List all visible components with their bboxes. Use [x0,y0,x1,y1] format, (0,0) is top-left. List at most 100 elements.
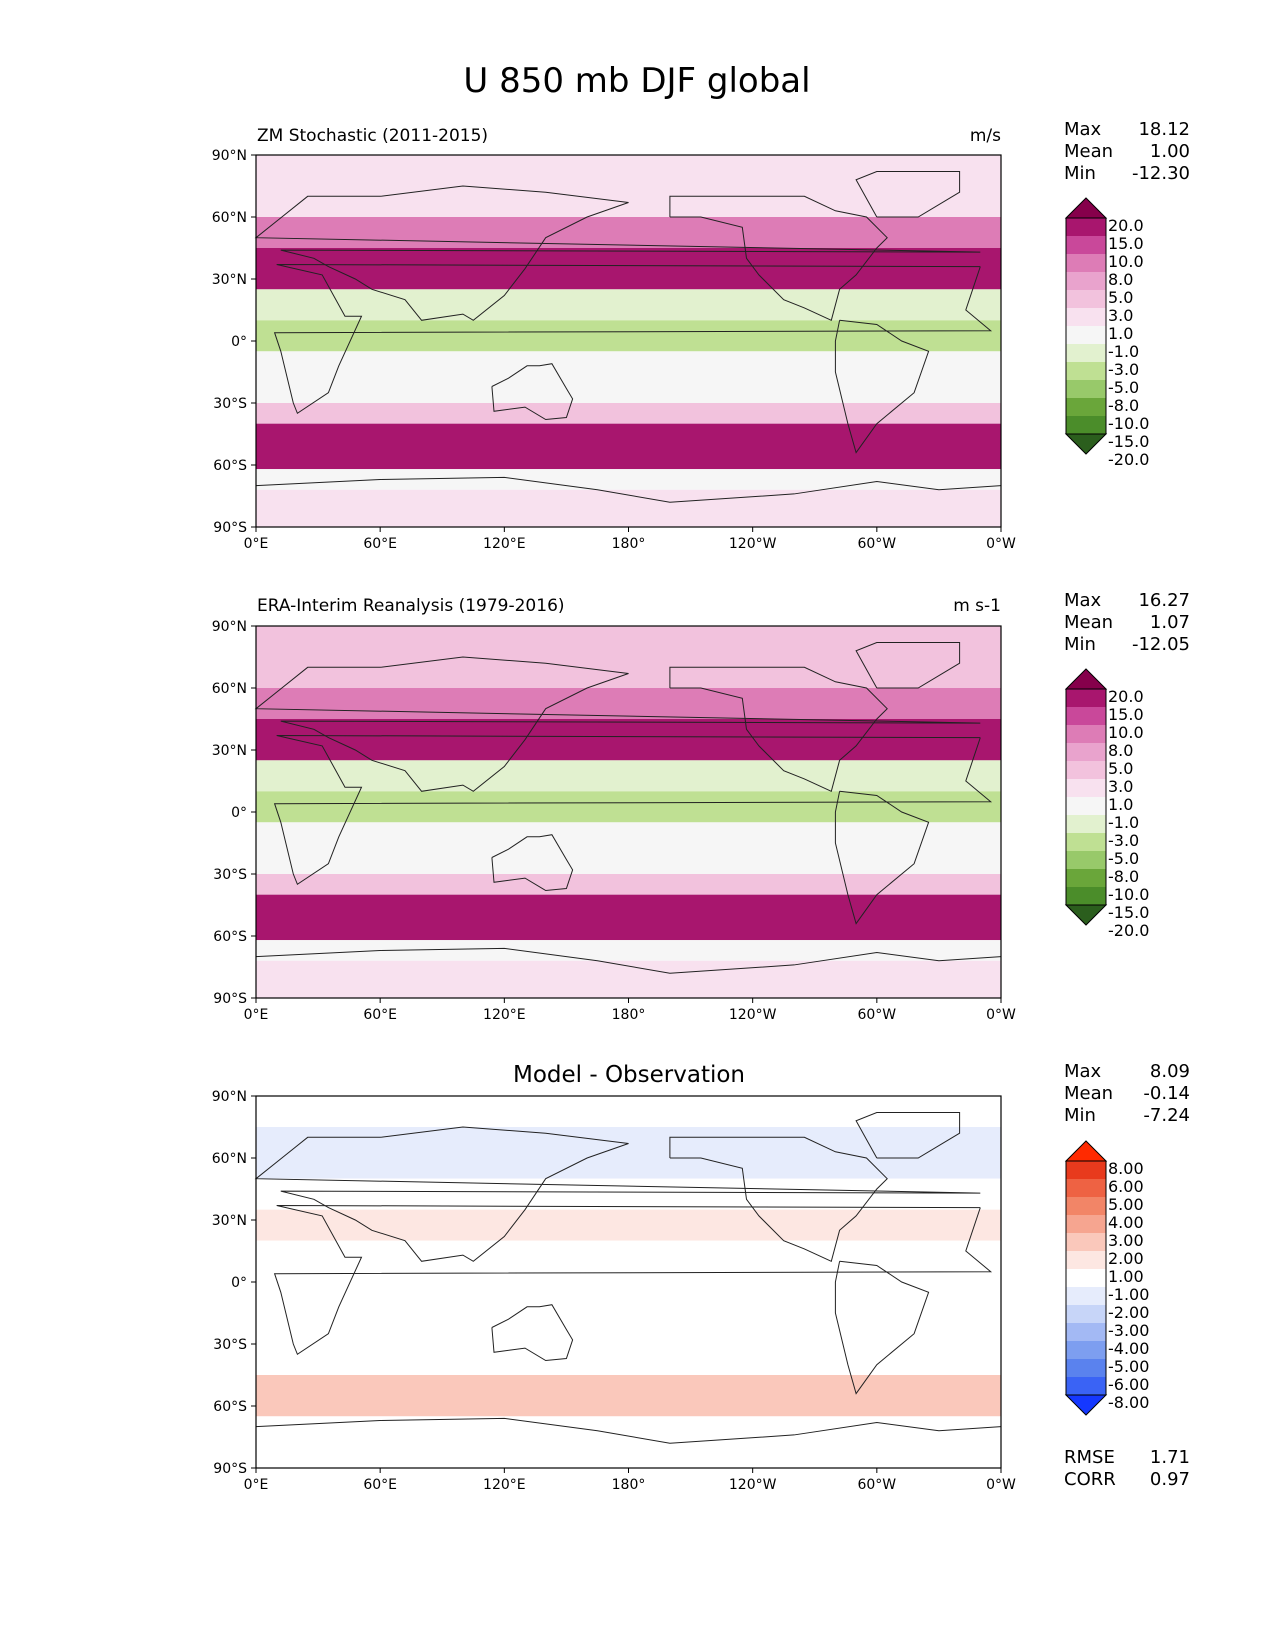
colorbar-label: 5.0 [1108,759,1133,778]
y-tick-label: 90°S [213,520,247,536]
x-tick-label: 180° [612,536,646,552]
colorbar-label: -2.00 [1108,1303,1149,1322]
colorbar-box [1066,308,1106,326]
colorbar-label: 1.0 [1108,795,1133,814]
coastline [255,476,1002,503]
colorbar-label: 8.0 [1108,741,1133,760]
rmse-value: 1.71 [1150,1447,1190,1468]
colorbar-box [1066,398,1106,416]
colorbar-box [1066,1215,1106,1233]
colorbar-box [1066,344,1106,362]
field-band [256,626,1001,688]
coastline [834,1260,930,1395]
colorbar-label: -5.0 [1108,849,1139,868]
colorbar-box [1066,707,1106,725]
stat-max-value: 16.27 [1138,590,1190,611]
y-tick-label: 0° [231,1275,247,1291]
colorbar-label: 20.0 [1108,687,1144,706]
y-tick-label: 60°N [212,210,247,226]
colorbar-box [1066,1377,1106,1395]
colorbar-box [1066,416,1106,434]
stat-min-label: Min [1064,163,1096,184]
colorbar-label: -15.0 [1108,903,1149,922]
colorbar-box [1066,1197,1106,1215]
colorbar-box [1066,1269,1106,1287]
coastline [254,1126,981,1262]
colorbar-label: -5.00 [1108,1357,1149,1376]
y-tick-label: 30°N [212,1213,247,1229]
y-tick-label: 30°N [212,272,247,288]
stat-mean-label: Mean [1064,612,1113,633]
stat-min-label: Min [1064,1105,1096,1126]
colorbar-label: -8.0 [1108,867,1139,886]
field-band [256,894,1001,941]
colorbar-label: -8.0 [1108,396,1139,415]
stat-mean-value: 1.07 [1150,612,1190,633]
coastline [255,947,1002,974]
colorbar-box [1066,815,1106,833]
colorbar-label: -10.0 [1108,885,1149,904]
colorbar-label: -5.0 [1108,378,1139,397]
x-tick-label: 0°E [244,1007,269,1023]
colorbar-box [1066,1251,1106,1269]
x-tick-label: 120°W [729,1007,777,1023]
y-tick-label: 90°N [212,148,247,164]
x-tick-label: 60°W [857,1477,896,1493]
colorbar-box [1066,779,1106,797]
map-field [256,155,1001,527]
field-band [256,489,1001,527]
x-tick-label: 0°E [244,536,269,552]
map-field [256,626,1001,998]
colorbar: 8.006.005.004.003.002.001.00-1.00-2.00-3… [1064,1140,1149,1416]
coastline [254,656,981,792]
x-tick-label: 60°E [363,536,397,552]
figure-title: U 850 mb DJF global [463,61,810,101]
colorbar-label: 2.00 [1108,1249,1144,1268]
colorbar-label: 3.0 [1108,306,1133,325]
colorbar-extend-min [1064,433,1108,455]
y-tick-label: 60°S [213,458,247,474]
colorbar-label: -10.0 [1108,414,1149,433]
colorbar-box [1066,887,1106,905]
colorbar-label: 3.0 [1108,777,1133,796]
colorbar-box [1066,254,1106,272]
colorbar-label: -3.0 [1108,360,1139,379]
colorbar-label: 1.0 [1108,324,1133,343]
x-tick-label: 120°W [729,1477,777,1493]
colorbar: 20.015.010.08.05.03.01.0-1.0-3.0-5.0-8.0… [1064,197,1149,469]
field-band [256,1302,1001,1355]
colorbar-box [1066,1323,1106,1341]
colorbar-label: 8.0 [1108,270,1133,289]
stat-mean-label: Mean [1064,1083,1113,1104]
panel-model: ZM Stochastic (2011-2015) m/s Max 18.12 … [212,119,1190,552]
field-band [256,960,1001,998]
field-band [256,403,1001,424]
panel-observation: ERA-Interim Reanalysis (1979-2016) m s-1… [212,590,1190,1023]
field-band [256,688,1001,719]
x-tick-label: 60°E [363,1007,397,1023]
y-tick-label: 30°S [213,867,247,883]
field-band [256,351,1001,403]
colorbar-label: -6.00 [1108,1375,1149,1394]
coastline [491,1304,574,1362]
coastline [855,1112,961,1159]
rmse-label: RMSE [1064,1447,1115,1468]
coastline [273,1205,993,1356]
colorbar-box [1066,326,1106,344]
colorbar-box [1066,1161,1106,1179]
coastline [273,264,993,415]
map-field [256,1096,1001,1468]
field-band [256,719,1001,761]
colorbar-box [1066,725,1106,743]
y-tick-label: 90°S [213,1461,247,1477]
stat-max-value: 8.09 [1150,1061,1190,1082]
colorbar-box [1066,761,1106,779]
colorbar-extend-min [1064,904,1108,926]
coastlines [254,1112,1002,1444]
stat-mean-value: 1.00 [1150,141,1190,162]
x-tick-label: 0°W [986,536,1016,552]
field-band [256,289,1001,321]
coastlines [254,171,1002,503]
colorbar-label: 3.00 [1108,1231,1144,1250]
